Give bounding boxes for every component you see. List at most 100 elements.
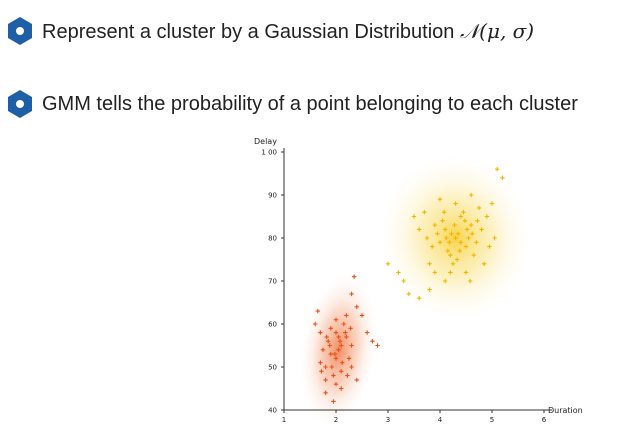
cluster-2-point <box>461 210 466 215</box>
cluster-2-point <box>443 278 448 284</box>
cluster-2-point <box>424 235 430 241</box>
cluster-2-point <box>456 231 461 236</box>
cluster-2-point <box>448 253 453 258</box>
cluster-2-point <box>450 261 456 266</box>
cluster-2-point <box>457 248 462 254</box>
axes: Delay Duration 1 2 3 4 5 6 40 50 60 70 80 90 1 00 <box>254 137 583 424</box>
cluster-2-point <box>463 270 469 275</box>
cluster-2-point <box>482 261 487 266</box>
y-tick-label: 1 00 <box>261 149 277 157</box>
cluster-2-point <box>462 218 468 223</box>
cluster-1-point <box>343 330 348 335</box>
cluster-1-point <box>354 377 359 383</box>
cluster-1-point <box>339 343 344 348</box>
cluster-2-point <box>453 201 458 206</box>
cluster-1-point <box>341 321 346 327</box>
cluster-2-point <box>487 244 492 249</box>
cluster-1-point <box>327 343 332 348</box>
hexagon-bullet-icon <box>8 17 32 45</box>
y-tick-label: 90 <box>268 192 277 200</box>
cluster-1-point <box>375 343 380 348</box>
cluster-1-point <box>328 351 333 357</box>
cluster-1-point <box>340 360 345 365</box>
cluster-2-point <box>427 287 432 292</box>
cluster-1-point <box>339 369 344 374</box>
cluster-2-point <box>458 240 463 245</box>
cluster-1-point <box>333 356 339 361</box>
cluster-2-point <box>469 222 474 228</box>
cluster-1-point <box>352 274 357 279</box>
cluster-2-point <box>453 235 458 241</box>
cluster-2-point <box>449 231 454 236</box>
cluster-1-point <box>333 317 339 322</box>
cluster-1-point <box>323 390 328 395</box>
cluster-ellipses <box>300 155 531 425</box>
cluster-1-point <box>326 339 331 344</box>
cluster-2-point <box>479 227 484 232</box>
cluster-2-point <box>447 240 452 245</box>
cluster-1-point <box>365 330 370 335</box>
cluster-2-point <box>489 201 495 206</box>
cluster-2-point <box>464 227 470 232</box>
bullet-item-1: Represent a cluster by a Gaussian Distri… <box>6 16 534 46</box>
cluster-2-point <box>471 253 476 258</box>
cluster-1-point <box>354 304 359 309</box>
x-tick-label: 2 <box>334 416 338 424</box>
x-tick-label: 4 <box>438 416 443 424</box>
cluster-2-point <box>406 291 411 297</box>
cluster-1-point <box>333 330 339 335</box>
y-tick-label: 40 <box>268 407 277 415</box>
y-axis-title: Delay <box>254 137 277 146</box>
cluster-2-point <box>441 210 447 215</box>
cluster-2-point <box>435 231 440 236</box>
x-tick-label: 1 <box>282 416 286 424</box>
cluster-2-point <box>452 222 457 228</box>
cluster-1-point <box>370 339 375 344</box>
cluster-2-point <box>476 205 482 211</box>
cluster-1-point <box>331 399 336 404</box>
cluster-2-point <box>385 261 391 266</box>
cluster-1-point <box>344 334 349 340</box>
cluster-1-point <box>349 291 354 297</box>
cluster-2-point <box>470 231 475 236</box>
cluster-1-point <box>349 343 354 348</box>
cluster-2-point <box>463 244 469 249</box>
bullet-text-1: Represent a cluster by a Gaussian Distri… <box>42 18 535 43</box>
cluster-1-point <box>328 326 333 331</box>
cluster-2-point <box>417 296 422 301</box>
cluster-1-point <box>345 373 350 378</box>
cluster-1-point <box>318 360 323 365</box>
y-tick-label: 70 <box>268 278 277 286</box>
cluster-2-point <box>422 210 427 215</box>
cluster-1-point <box>336 347 341 352</box>
cluster-2-point <box>484 214 489 219</box>
hexagon-bullet-icon <box>8 90 32 118</box>
cluster-2-point <box>411 214 417 219</box>
cluster-2-point <box>440 218 445 223</box>
cluster-1-point <box>315 308 320 314</box>
cluster-2-point <box>466 235 471 241</box>
cluster-2-point <box>427 261 432 266</box>
cluster-1-point <box>339 386 344 391</box>
cluster-2-point <box>437 197 443 202</box>
cluster-1-point <box>349 364 354 370</box>
y-tick-label: 50 <box>268 364 277 372</box>
cluster-1-point <box>323 377 328 383</box>
cluster-1-point <box>319 369 324 374</box>
cluster-2-point <box>445 248 450 254</box>
cluster-2-point <box>467 278 473 284</box>
bullet-text-2: GMM tells the probability of a point bel… <box>42 92 578 115</box>
cluster-1-point <box>344 313 349 318</box>
x-axis-title: Duration <box>548 406 583 415</box>
cluster-2-point <box>458 214 463 219</box>
cluster-1-point <box>318 330 323 335</box>
x-tick-label: 3 <box>386 416 390 424</box>
cluster-1-point <box>313 321 318 327</box>
cluster-2-point <box>430 244 435 249</box>
x-tick-label: 6 <box>542 416 547 424</box>
cluster-2-point <box>448 270 453 275</box>
cluster-1-point <box>346 356 352 361</box>
cluster-1-point <box>324 334 329 340</box>
cluster-2-point <box>475 218 480 223</box>
y-tick-label: 60 <box>268 321 277 329</box>
